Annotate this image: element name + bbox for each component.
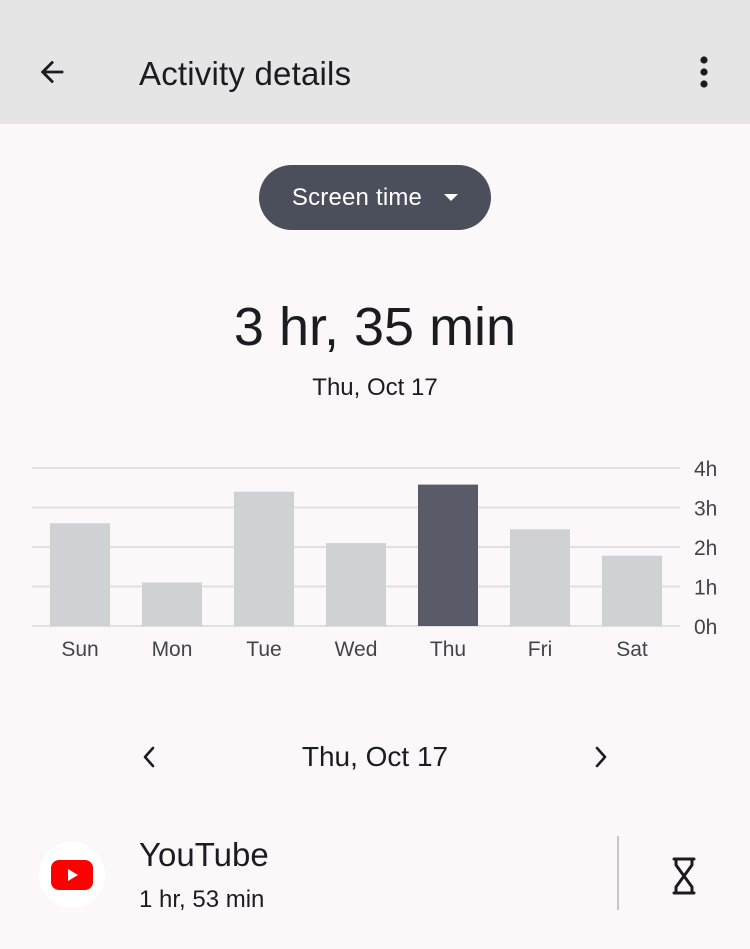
next-day-button[interactable] [576,732,626,782]
bar-fri[interactable] [510,529,570,626]
x-tick-label: Thu [430,638,466,661]
pager-date: Thu, Oct 17 [301,741,449,772]
page-title: Activity details [139,55,352,92]
hourglass-icon [672,857,696,895]
more-options-button[interactable] [676,44,732,100]
chevron-right-icon [595,746,607,768]
bar-sun[interactable] [50,523,110,626]
app-timer-button[interactable] [656,848,712,904]
x-tick-label: Wed [335,638,378,661]
x-tick-label: Sat [616,638,648,661]
app-icon [39,842,105,908]
metric-selector-label: Screen time [291,183,423,211]
bar-sat[interactable] [602,555,662,626]
bar-wed[interactable] [326,543,386,626]
bar-mon[interactable] [142,582,202,626]
more-vert-icon [700,56,708,88]
y-tick-label: 3h [694,498,717,521]
arrow-back-icon [40,60,64,84]
previous-day-button[interactable] [124,732,174,782]
app-usage-row[interactable]: YouTube 1 hr, 53 min [0,820,750,930]
x-tick-label: Tue [246,638,281,661]
app-name: YouTube [139,836,269,873]
y-tick-label: 0h [694,616,717,639]
summary-date: Thu, Oct 17 [312,374,438,401]
app-bar: Activity details [0,0,750,124]
back-button[interactable] [24,44,80,100]
bar-thu[interactable] [418,484,478,626]
chevron-left-icon [143,746,155,768]
x-tick-label: Fri [528,638,553,661]
x-tick-label: Mon [152,638,193,661]
youtube-icon [51,860,93,890]
dropdown-arrow-icon [444,193,459,201]
x-tick-label: Sun [61,638,98,661]
weekly-bar-chart: 0h 1h 2h 3h 4h Sun Mon Tue Wed Thu Fri Sat [32,458,717,661]
bar-tue[interactable] [234,491,294,626]
y-tick-label: 2h [694,537,717,560]
y-tick-label: 1h [694,577,717,600]
total-screen-time: 3 hr, 35 min [233,297,517,357]
y-tick-label: 4h [694,458,717,481]
app-usage-time: 1 hr, 53 min [139,886,265,913]
divider [617,836,619,910]
metric-selector-chip[interactable]: Screen time [259,165,491,230]
